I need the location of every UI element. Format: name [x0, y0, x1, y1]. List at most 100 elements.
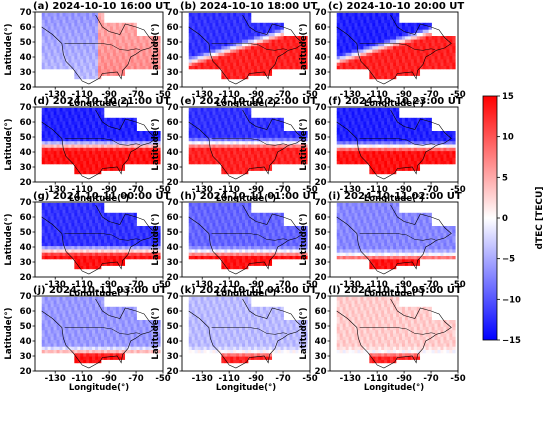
- heatmap-cell: [227, 75, 231, 80]
- heatmap-cell: [206, 117, 210, 122]
- heatmap-cell: [127, 157, 131, 161]
- heatmap-cell: [65, 134, 69, 138]
- heatmap-cell: [101, 245, 105, 250]
- heatmap-cell: [366, 157, 370, 161]
- heatmap-cell: [410, 29, 415, 33]
- heatmap-cell: [381, 59, 385, 63]
- heatmap-cell: [124, 45, 128, 50]
- heatmap-cell: [68, 226, 72, 230]
- heatmap-cell: [112, 131, 117, 135]
- y-tick-label: 30: [20, 163, 32, 173]
- heatmap-cell: [209, 232, 213, 237]
- heatmap-cell: [393, 150, 397, 155]
- plot-frame: [34, 201, 164, 278]
- heatmap-cell: [422, 137, 426, 142]
- heatmap-cell: [133, 245, 137, 250]
- heatmap-cell: [98, 19, 102, 24]
- heatmap-cell: [124, 131, 128, 135]
- heatmap-cell: [242, 72, 246, 76]
- heatmap-cell: [127, 121, 131, 125]
- heatmap-cell: [41, 36, 45, 40]
- heatmap-cell: [86, 206, 90, 210]
- heatmap-cell: [369, 39, 373, 43]
- heatmap-cell: [268, 117, 273, 122]
- heatmap-cell: [369, 114, 373, 119]
- heatmap-cell: [151, 245, 155, 250]
- heatmap-cell: [239, 245, 243, 250]
- heatmap-cell: [83, 160, 87, 165]
- heatmap-cell: [390, 75, 394, 80]
- heatmap-cell: [375, 45, 379, 50]
- heatmap-cell: [398, 62, 403, 66]
- heatmap-cell: [434, 39, 438, 43]
- heatmap-cell: [121, 212, 126, 217]
- heatmap-cell: [133, 42, 137, 47]
- heatmap-cell: [83, 36, 87, 40]
- heatmap-cell: [86, 235, 90, 240]
- heatmap-cell: [342, 32, 346, 37]
- heatmap-cell: [446, 45, 450, 50]
- y-tick-label: 40: [315, 53, 327, 63]
- heatmap-cell: [101, 137, 105, 142]
- heatmap-cell: [277, 55, 281, 60]
- heatmap-cell: [92, 209, 96, 214]
- heatmap-cell: [148, 59, 152, 63]
- heatmap-cell: [145, 154, 149, 158]
- heatmap-cell: [133, 121, 137, 125]
- heatmap-cell: [86, 12, 90, 17]
- heatmap-cell: [80, 137, 84, 142]
- heatmap-cell: [92, 252, 96, 256]
- heatmap-cell: [59, 131, 63, 135]
- heatmap-cell: [233, 245, 237, 250]
- heatmap-cell: [224, 242, 228, 247]
- heatmap-cell: [292, 65, 296, 70]
- heatmap-cell: [124, 232, 128, 237]
- heatmap-cell: [413, 59, 418, 63]
- heatmap-cell: [404, 49, 409, 53]
- heatmap-cell: [336, 42, 340, 47]
- heatmap-cell: [277, 154, 281, 158]
- heatmap-cell: [283, 45, 287, 50]
- y-tick-label: 60: [315, 23, 327, 33]
- heatmap-cell: [236, 12, 240, 17]
- heatmap-cell: [115, 245, 120, 250]
- heatmap-cell: [77, 69, 81, 73]
- heatmap-cell: [413, 154, 418, 158]
- heatmap-cell: [449, 160, 453, 165]
- heatmap-cell: [130, 49, 134, 53]
- heatmap-cell: [398, 55, 403, 60]
- heatmap-cell: [239, 131, 243, 135]
- heatmap-cell: [280, 154, 284, 158]
- heatmap-cell: [154, 154, 158, 158]
- heatmap-cell: [336, 36, 340, 40]
- heatmap-cell: [345, 62, 349, 66]
- heatmap-cell: [218, 144, 222, 148]
- heatmap-cell: [212, 239, 216, 243]
- heatmap-cell: [369, 167, 373, 171]
- heatmap-cell: [53, 29, 57, 33]
- heatmap-cell: [200, 16, 204, 20]
- heatmap-cell: [245, 75, 249, 80]
- heatmap-cell: [265, 131, 270, 135]
- heatmap-cell: [404, 167, 409, 171]
- heatmap-cell: [221, 127, 225, 132]
- heatmap-cell: [92, 164, 96, 168]
- heatmap-cell: [77, 62, 81, 66]
- y-tick-label: 70: [20, 198, 32, 208]
- heatmap-cell: [80, 150, 84, 155]
- heatmap-cell: [112, 245, 117, 250]
- heatmap-cell: [56, 232, 60, 237]
- heatmap-cell: [197, 249, 201, 253]
- heatmap-cell: [354, 65, 358, 70]
- heatmap-cell: [197, 209, 201, 214]
- heatmap-cell: [404, 150, 409, 155]
- heatmap-cell: [407, 144, 412, 148]
- heatmap-cell: [139, 42, 143, 47]
- heatmap-cell: [256, 124, 261, 128]
- heatmap-cell: [227, 12, 231, 17]
- heatmap-cell: [206, 242, 210, 247]
- heatmap-cell: [407, 29, 412, 33]
- heatmap-cell: [268, 167, 273, 171]
- heatmap-cell: [336, 154, 340, 158]
- heatmap-cell: [348, 117, 352, 122]
